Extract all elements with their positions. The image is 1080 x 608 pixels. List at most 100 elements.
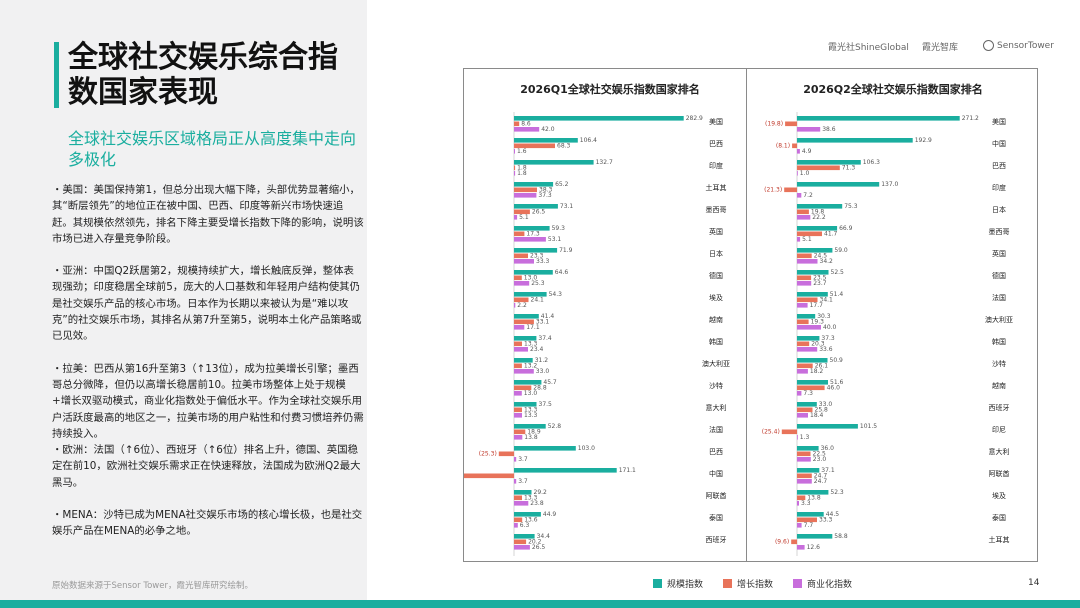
chart-title: 2026Q1全球社交娱乐指数国家排名 [520,82,700,96]
value-label-commercial-2: 1.8 [517,170,527,177]
value-label-scale-7: 52.5 [831,269,845,276]
category-label-8: 法国 [992,293,1006,302]
bar-growth-18 [797,517,817,523]
value-label-growth-14: (25.4) [762,429,780,436]
value-label-growth-19: (9.6) [775,539,789,546]
category-label-6: 日本 [709,249,723,258]
value-label-scale-9: 30.3 [817,313,831,320]
legend-label-commercial: 商业化指数 [807,580,853,590]
bar-scale-10 [797,336,820,341]
value-label-scale-2: 106.3 [863,159,880,166]
bar-growth-13 [514,407,522,413]
value-label-growth-3: 38.3 [539,187,553,194]
value-label-commercial-13: 13.3 [524,412,538,419]
category-label-15: 巴西 [709,448,723,456]
bottom-accent-bar [0,600,1080,608]
category-label-19: 西班牙 [706,535,727,544]
category-label-5: 英国 [709,227,723,236]
bar-commercial-7 [797,281,812,286]
value-label-commercial-7: 25.3 [531,280,545,287]
value-label-growth-9: 33.1 [536,319,550,326]
bar-commercial-16 [797,479,812,484]
value-label-scale-10: 37.4 [538,335,552,342]
value-label-commercial-5: 53.1 [548,236,562,243]
category-label-6: 英国 [992,249,1006,258]
category-label-14: 印尼 [992,426,1006,434]
bar-commercial-11 [797,369,808,374]
chart-q2: 2026Q2全球社交娱乐指数国家排名 271.2 (19.8) 38.6 美国 192.9… [746,68,1038,562]
value-label-growth-7: 23.5 [813,275,827,282]
category-label-5: 墨西哥 [989,228,1010,236]
value-label-scale-0: 271.2 [962,115,979,122]
value-label-growth-9: 19.3 [811,319,825,326]
paragraph-asia: ・亚洲：中国Q2跃居第2，规模持续扩大，增长触底反弹，整体表现强劲；印度稳居全球… [52,265,362,343]
value-label-growth-13: 13.3 [524,407,538,414]
value-label-scale-6: 71.9 [559,247,573,254]
bar-commercial-15 [797,457,811,462]
value-label-scale-11: 31.2 [535,357,549,364]
value-label-growth-11: 26.1 [815,363,829,370]
value-label-scale-1: 106.4 [580,137,597,144]
bar-commercial-14 [797,435,798,440]
value-label-scale-14: 101.5 [860,423,877,430]
category-label-10: 韩国 [992,337,1006,346]
legend-item-growth: 增长指数 [723,577,773,590]
value-label-commercial-11: 33.0 [536,368,550,375]
value-label-growth-5: 41.7 [824,231,838,238]
value-label-scale-7: 64.6 [555,269,569,276]
value-label-commercial-11: 18.2 [810,368,824,375]
value-label-growth-18: 13.6 [524,517,538,524]
value-label-growth-8: 24.1 [531,297,545,304]
brand-sensortower: SensorTower [983,40,1054,51]
value-label-scale-12: 51.6 [830,379,844,386]
category-label-2: 印度 [709,161,723,170]
value-label-commercial-17: 23.8 [530,500,544,507]
category-label-8: 埃及 [709,293,723,302]
value-label-growth-4: 19.8 [811,209,825,216]
value-label-commercial-19: 26.5 [532,544,546,551]
bar-commercial-5 [797,237,801,242]
bar-scale-12 [797,380,828,385]
value-label-growth-0: (19.8) [765,121,783,128]
brand-sensortower-label: SensorTower [997,40,1054,51]
value-label-growth-17: 13.3 [524,495,538,502]
value-label-scale-4: 73.1 [560,203,574,210]
value-label-scale-16: 37.1 [821,467,835,474]
bar-growth-11 [797,363,813,369]
value-label-growth-6: 24.5 [814,253,828,260]
bar-commercial-5 [514,237,546,242]
category-label-1: 中国 [992,139,1006,148]
value-label-growth-3: (21.3) [764,187,782,194]
bar-scale-18 [514,512,541,517]
bar-commercial-6 [514,259,534,264]
value-label-growth-11: 13.2 [524,363,538,370]
value-label-scale-12: 45.7 [543,379,557,386]
page-subtitle: 全球社交娱乐区域格局正从高度集中走向多极化 [68,129,357,169]
bar-commercial-8 [797,303,808,308]
value-label-scale-13: 37.5 [539,401,553,408]
value-label-growth-5: 17.3 [526,231,540,238]
paragraph-europe: ・欧洲：法国（↑6位）、西班牙（↑6位）排名上升，德国、英国稳定在前10，欧洲社… [52,444,361,489]
category-label-2: 巴西 [992,162,1006,170]
bar-growth-9 [797,319,809,325]
value-label-commercial-12: 13.0 [524,390,538,397]
value-label-growth-12: 28.8 [533,385,547,392]
value-label-commercial-5: 5.1 [802,236,812,243]
bar-scale-15 [797,446,819,451]
value-label-scale-19: 34.4 [537,533,551,540]
bar-commercial-2 [514,171,516,176]
bar-commercial-1 [797,149,800,154]
value-label-growth-17: 13.8 [807,495,821,502]
legend-item-commercial: 商业化指数 [793,577,852,590]
category-label-12: 沙特 [709,381,723,390]
bar-scale-2 [514,160,594,165]
bar-scale-13 [797,402,817,407]
value-label-commercial-10: 23.4 [530,346,544,353]
category-label-4: 墨西哥 [706,206,727,214]
value-label-commercial-10: 33.6 [819,346,833,353]
value-label-scale-5: 59.3 [552,225,566,232]
category-label-3: 印度 [992,183,1006,192]
value-label-commercial-14: 13.8 [524,434,538,441]
bar-commercial-12 [514,391,522,396]
value-label-scale-5: 66.9 [839,225,853,232]
